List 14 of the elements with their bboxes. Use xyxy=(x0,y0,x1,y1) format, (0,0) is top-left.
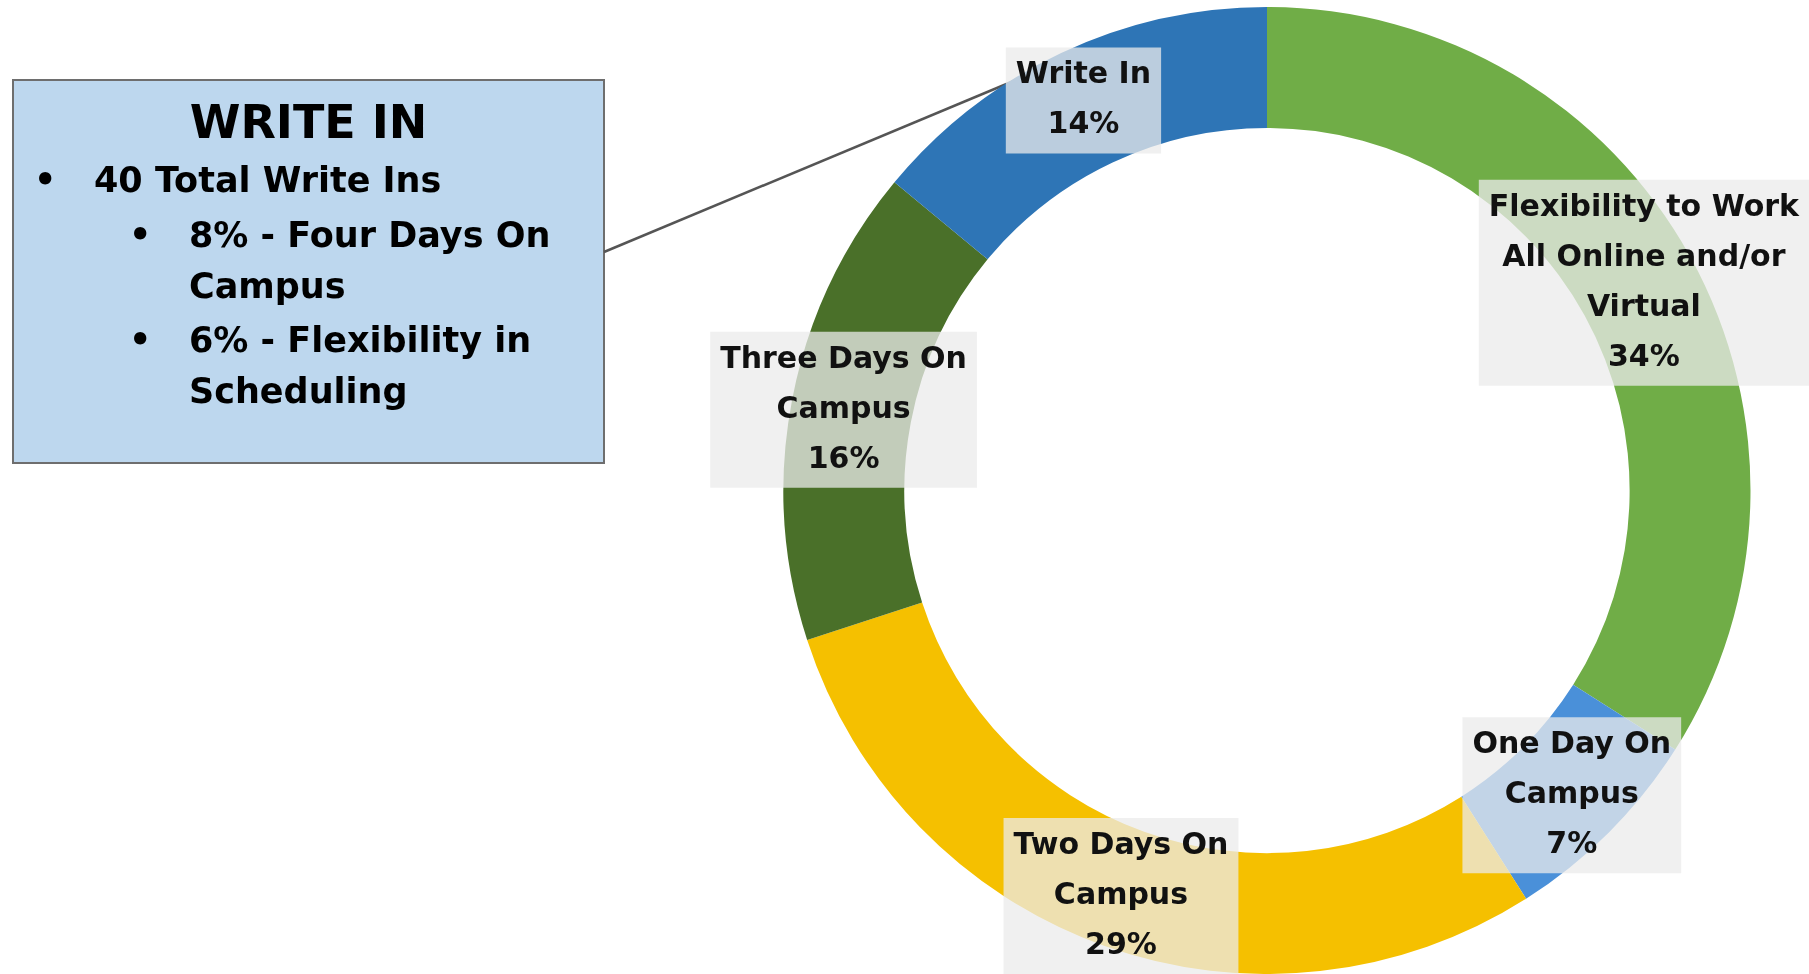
slice-label: Write In xyxy=(1015,55,1152,91)
slice-label: Flexibility to Work All Online and/or Virtual xyxy=(1488,187,1801,323)
data-label: 16% xyxy=(807,439,880,475)
data-label: 29% xyxy=(1085,925,1157,961)
text: • 8% - Four Days On Campus xyxy=(129,213,552,308)
slice-label: Three Days On Campus xyxy=(720,339,967,425)
text: • 40 Total Write Ins xyxy=(34,159,442,202)
data-label: 14% xyxy=(1047,105,1120,141)
data-label: 34% xyxy=(1608,337,1680,373)
slice-label: One Day On Campus xyxy=(1472,725,1672,811)
data-label: 7% xyxy=(1546,825,1598,861)
slice-label: Two Days On Campus xyxy=(1013,825,1229,911)
text: WRITE IN xyxy=(188,95,429,149)
text: • 6% - Flexibility in Scheduling xyxy=(129,319,533,413)
